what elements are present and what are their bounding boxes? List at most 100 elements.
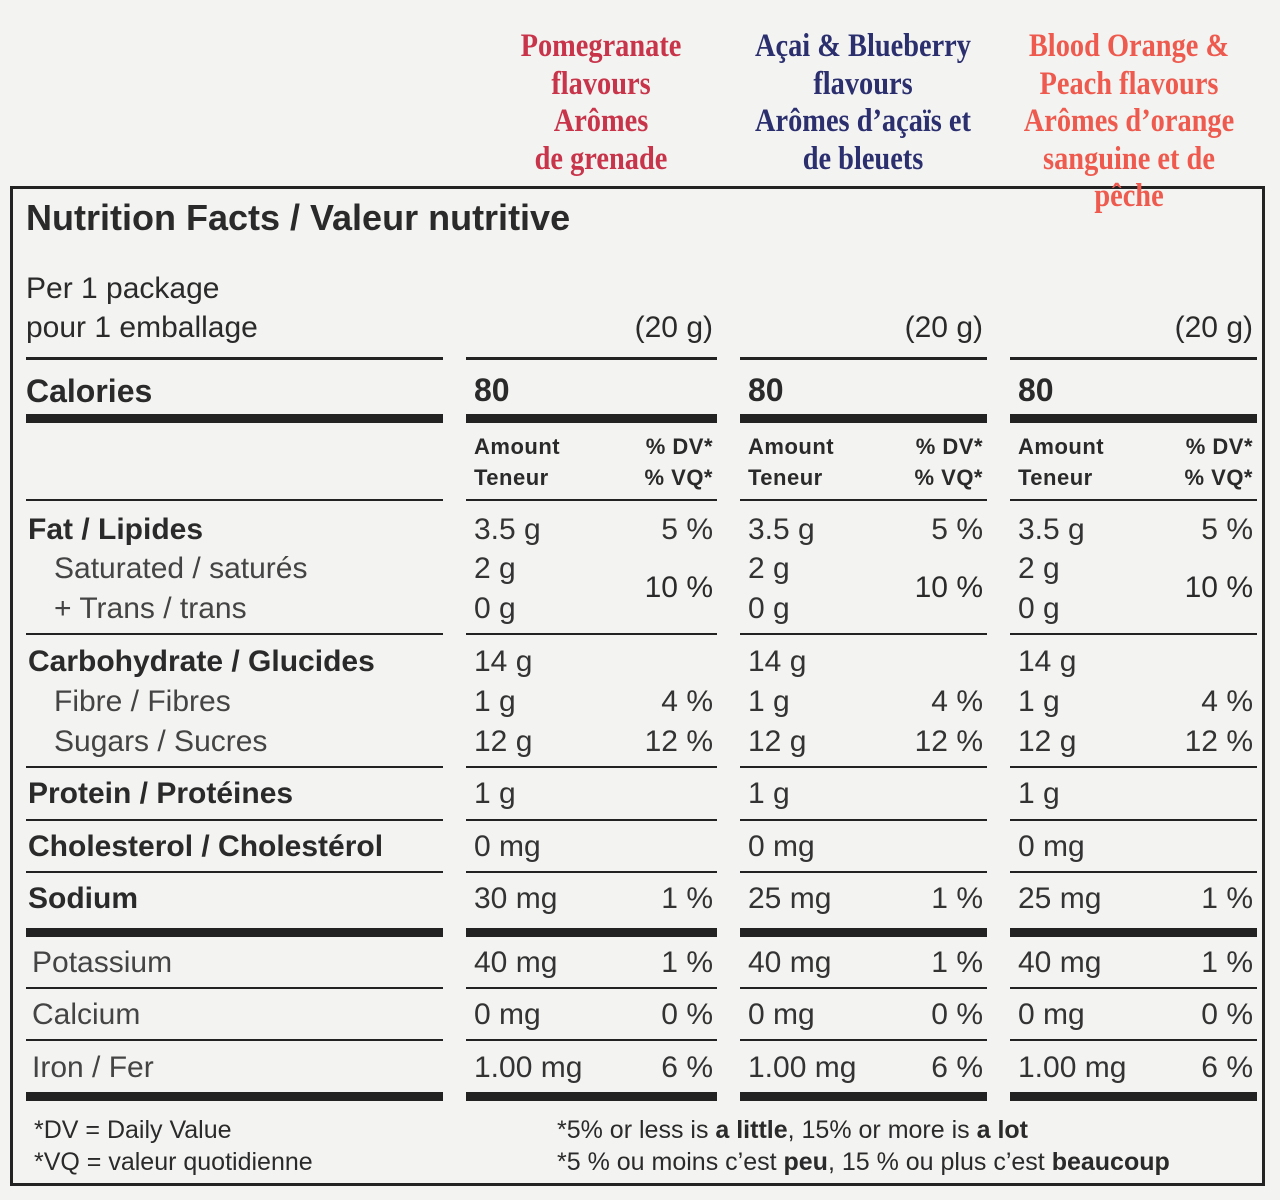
- divider: [466, 499, 717, 501]
- amount-header: Amount: [474, 434, 561, 459]
- nutrient-amount: 40 mg: [474, 946, 558, 979]
- nutrient-amount: 1 g: [1018, 777, 1060, 810]
- divider: [740, 928, 987, 937]
- nutrient-amount: 1 g: [748, 685, 790, 718]
- flavour-header: Pomegranate flavours Arômes de grenade: [485, 28, 717, 178]
- divider: [740, 414, 987, 423]
- divider: [1010, 357, 1257, 360]
- footnote-text: , 15% or more is: [787, 1116, 977, 1144]
- divider: [26, 1092, 443, 1101]
- nutrient-label: Saturated / saturés: [54, 552, 308, 585]
- nutrient-amount: 12 g: [748, 725, 807, 758]
- divider: [1010, 499, 1257, 501]
- calories-value: 80: [1018, 372, 1054, 408]
- divider: [740, 987, 987, 989]
- nutrient-amount: 0 mg: [748, 998, 815, 1031]
- nutrient-dv: 12 %: [1184, 725, 1253, 758]
- flavour-header: Açai & Blueberry flavours Arômes d’açaïs e…: [747, 28, 979, 178]
- divider: [466, 871, 717, 873]
- nutrient-amount: 40 mg: [1018, 946, 1102, 979]
- dv-header: % DV*: [645, 434, 713, 459]
- nutrient-amount: 0 g: [1018, 592, 1060, 625]
- divider: [26, 928, 443, 937]
- teneur-header: Teneur: [474, 465, 549, 490]
- nutrient-dv: 4 %: [661, 685, 713, 718]
- amount-header: Amount: [748, 434, 835, 459]
- nutrient-label: Sodium: [28, 882, 138, 915]
- footnote-text: , 15 % ou plus c’est: [827, 1148, 1052, 1176]
- nutrient-amount: 0 g: [474, 592, 516, 625]
- footnote-bold: peu: [783, 1148, 828, 1176]
- serving-line-en: Per 1 package: [26, 272, 220, 305]
- nutrient-dv: 1 %: [1201, 882, 1253, 915]
- footnote-dv-guide-en: *5% or less is a little, 15% or more is …: [557, 1113, 1028, 1147]
- nutrient-dv: 0 %: [1201, 998, 1253, 1031]
- nutrient-dv: 1 %: [661, 882, 713, 915]
- dv-header: % DV*: [1185, 434, 1253, 459]
- vq-header: % VQ*: [644, 465, 713, 490]
- nutrient-amount: 2 g: [1018, 552, 1060, 585]
- nutrient-amount: 0 mg: [748, 830, 815, 863]
- nutrient-amount: 1 g: [748, 777, 790, 810]
- nutrient-amount: 25 mg: [748, 882, 832, 915]
- calories-value: 80: [474, 372, 510, 408]
- footnote-bold: a little: [715, 1116, 788, 1144]
- nutrient-amount: 14 g: [1018, 645, 1077, 678]
- footnote-text: *5% or less is: [557, 1116, 716, 1144]
- divider: [26, 819, 443, 821]
- nutrient-dv: 4 %: [1201, 685, 1253, 718]
- footnote-text: *5 % ou moins c’est: [557, 1148, 784, 1176]
- divider: [26, 633, 443, 635]
- footnote-bold: beaucoup: [1051, 1148, 1170, 1176]
- divider: [26, 871, 443, 873]
- amount-header: Amount: [1018, 434, 1105, 459]
- nutrient-amount: 40 mg: [748, 946, 832, 979]
- nutrient-amount: 30 mg: [474, 882, 558, 915]
- flavour-header-line: Peach flavours: [1039, 65, 1219, 102]
- nutrient-label: Protein / Protéines: [28, 777, 294, 810]
- divider: [740, 871, 987, 873]
- flavour-header-line: Arômes d’açaïs et: [755, 103, 971, 139]
- saturated-trans-dv: 10 %: [644, 571, 713, 604]
- nutrient-dv: 5 %: [661, 513, 713, 546]
- dv-header: % DV*: [915, 434, 983, 459]
- flavour-header-line: flavours: [813, 65, 913, 102]
- divider: [466, 928, 717, 937]
- divider: [1010, 819, 1257, 821]
- nutrient-amount: 1.00 mg: [1018, 1051, 1127, 1084]
- flavour-header-line: Arômes: [553, 103, 649, 139]
- divider: [1010, 414, 1257, 423]
- divider: [740, 1039, 987, 1041]
- saturated-trans-dv: 10 %: [914, 571, 983, 604]
- serving-size: (20 g): [634, 311, 713, 344]
- saturated-trans-dv: 10 %: [1184, 571, 1253, 604]
- flavour-header-line: Arômes d’orange: [1023, 103, 1235, 139]
- divider: [1010, 928, 1257, 937]
- nutrient-amount: 1 g: [474, 685, 516, 718]
- nutrient-amount: 12 g: [474, 725, 533, 758]
- divider: [1010, 871, 1257, 873]
- divider: [740, 766, 987, 768]
- calories-value: 80: [748, 372, 784, 408]
- vq-header: % VQ*: [914, 465, 983, 490]
- flavour-header-line: Açai & Blueberry: [755, 28, 971, 64]
- divider: [26, 1039, 443, 1041]
- nutrient-label: Carbohydrate / Glucides: [28, 645, 375, 678]
- nutrient-amount: 2 g: [474, 552, 516, 585]
- divider: [26, 414, 443, 423]
- divider: [26, 987, 443, 989]
- nutrient-dv: 1 %: [931, 882, 983, 915]
- divider: [466, 1039, 717, 1041]
- nutrient-dv: 4 %: [931, 685, 983, 718]
- serving-size: (20 g): [1174, 311, 1253, 344]
- nutrient-amount: 3.5 g: [1018, 513, 1085, 546]
- divider: [466, 357, 717, 360]
- nutrient-amount: 12 g: [1018, 725, 1077, 758]
- nutrient-dv: 12 %: [914, 725, 983, 758]
- divider: [1010, 1092, 1257, 1101]
- nutrient-amount: 0 g: [748, 592, 790, 625]
- flavour-header-line: de grenade: [534, 140, 668, 177]
- flavour-header-line: flavours: [551, 65, 651, 102]
- divider: [26, 766, 443, 768]
- nutrient-dv: 1 %: [661, 946, 713, 979]
